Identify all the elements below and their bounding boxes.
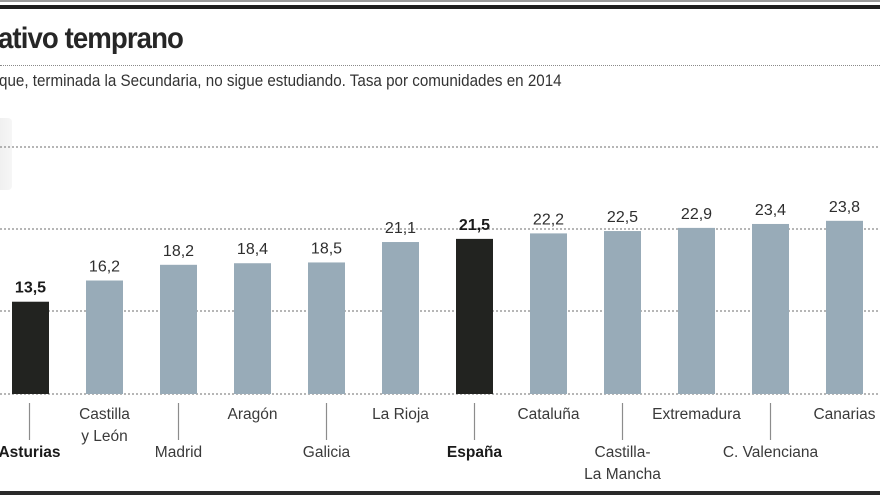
category-label: España [447, 444, 503, 461]
decorative-graphic [0, 118, 12, 190]
value-label: 21,5 [459, 217, 490, 234]
category-label: Extremadura [652, 406, 741, 423]
bar-espa-a [456, 238, 493, 394]
value-label: 21,1 [385, 220, 416, 237]
value-label: 22,2 [533, 211, 564, 228]
title-divider [0, 65, 880, 66]
category-label: Cataluña [517, 406, 579, 423]
category-label: La Rioja [372, 406, 429, 423]
category-label: Asturias [0, 444, 61, 461]
gridlines [0, 146, 880, 395]
category-labels: Asturias Castilla y León Madrid Aragón Galici… [0, 406, 876, 483]
bar-madrid [160, 264, 197, 394]
category-label: Castilla- [595, 444, 651, 461]
bar-c-valenciana [752, 223, 789, 394]
value-label: 22,5 [607, 209, 638, 226]
bar-galicia [308, 262, 345, 394]
chart-title: ativo temprano [0, 22, 184, 55]
category-label: Aragón [228, 406, 278, 423]
category-label: Canarias [813, 406, 875, 423]
top-rule-thick [0, 5, 880, 9]
category-label: La Mancha [584, 466, 661, 483]
category-label: y León [81, 428, 128, 445]
category-label: Madrid [155, 444, 202, 461]
chart-subtitle: que, terminada la Secundaria, no sigue e… [0, 72, 562, 90]
value-label: 23,8 [829, 199, 860, 216]
value-label: 16,2 [89, 259, 120, 276]
category-label: Galicia [303, 444, 351, 461]
bar-la-rioja [382, 242, 419, 394]
bar-asturias [12, 301, 49, 394]
bar-catalu-a [530, 233, 567, 394]
bar-arag-n [234, 263, 271, 394]
category-label: Castilla [79, 406, 130, 423]
value-label: 18,5 [311, 240, 342, 257]
value-label: 23,4 [755, 202, 786, 219]
bar-castilla-y-le-n [86, 280, 123, 394]
bar-castilla-la-mancha [604, 231, 641, 394]
bar-extremadura [678, 227, 715, 394]
bar-canarias [826, 220, 863, 394]
value-label: 18,2 [163, 243, 194, 260]
category-ticks [28, 403, 772, 440]
value-labels: 13,5 16,2 18,2 18,4 18,5 21,1 21,5 22,2 22,5 22,9… [15, 199, 860, 297]
value-label: 13,5 [15, 280, 46, 297]
value-label: 18,4 [237, 241, 268, 258]
top-rule-thin [0, 0, 880, 2]
category-label: C. Valenciana [723, 444, 819, 461]
value-label: 22,9 [681, 206, 712, 223]
bottom-rule [0, 491, 880, 495]
bars [12, 220, 863, 394]
